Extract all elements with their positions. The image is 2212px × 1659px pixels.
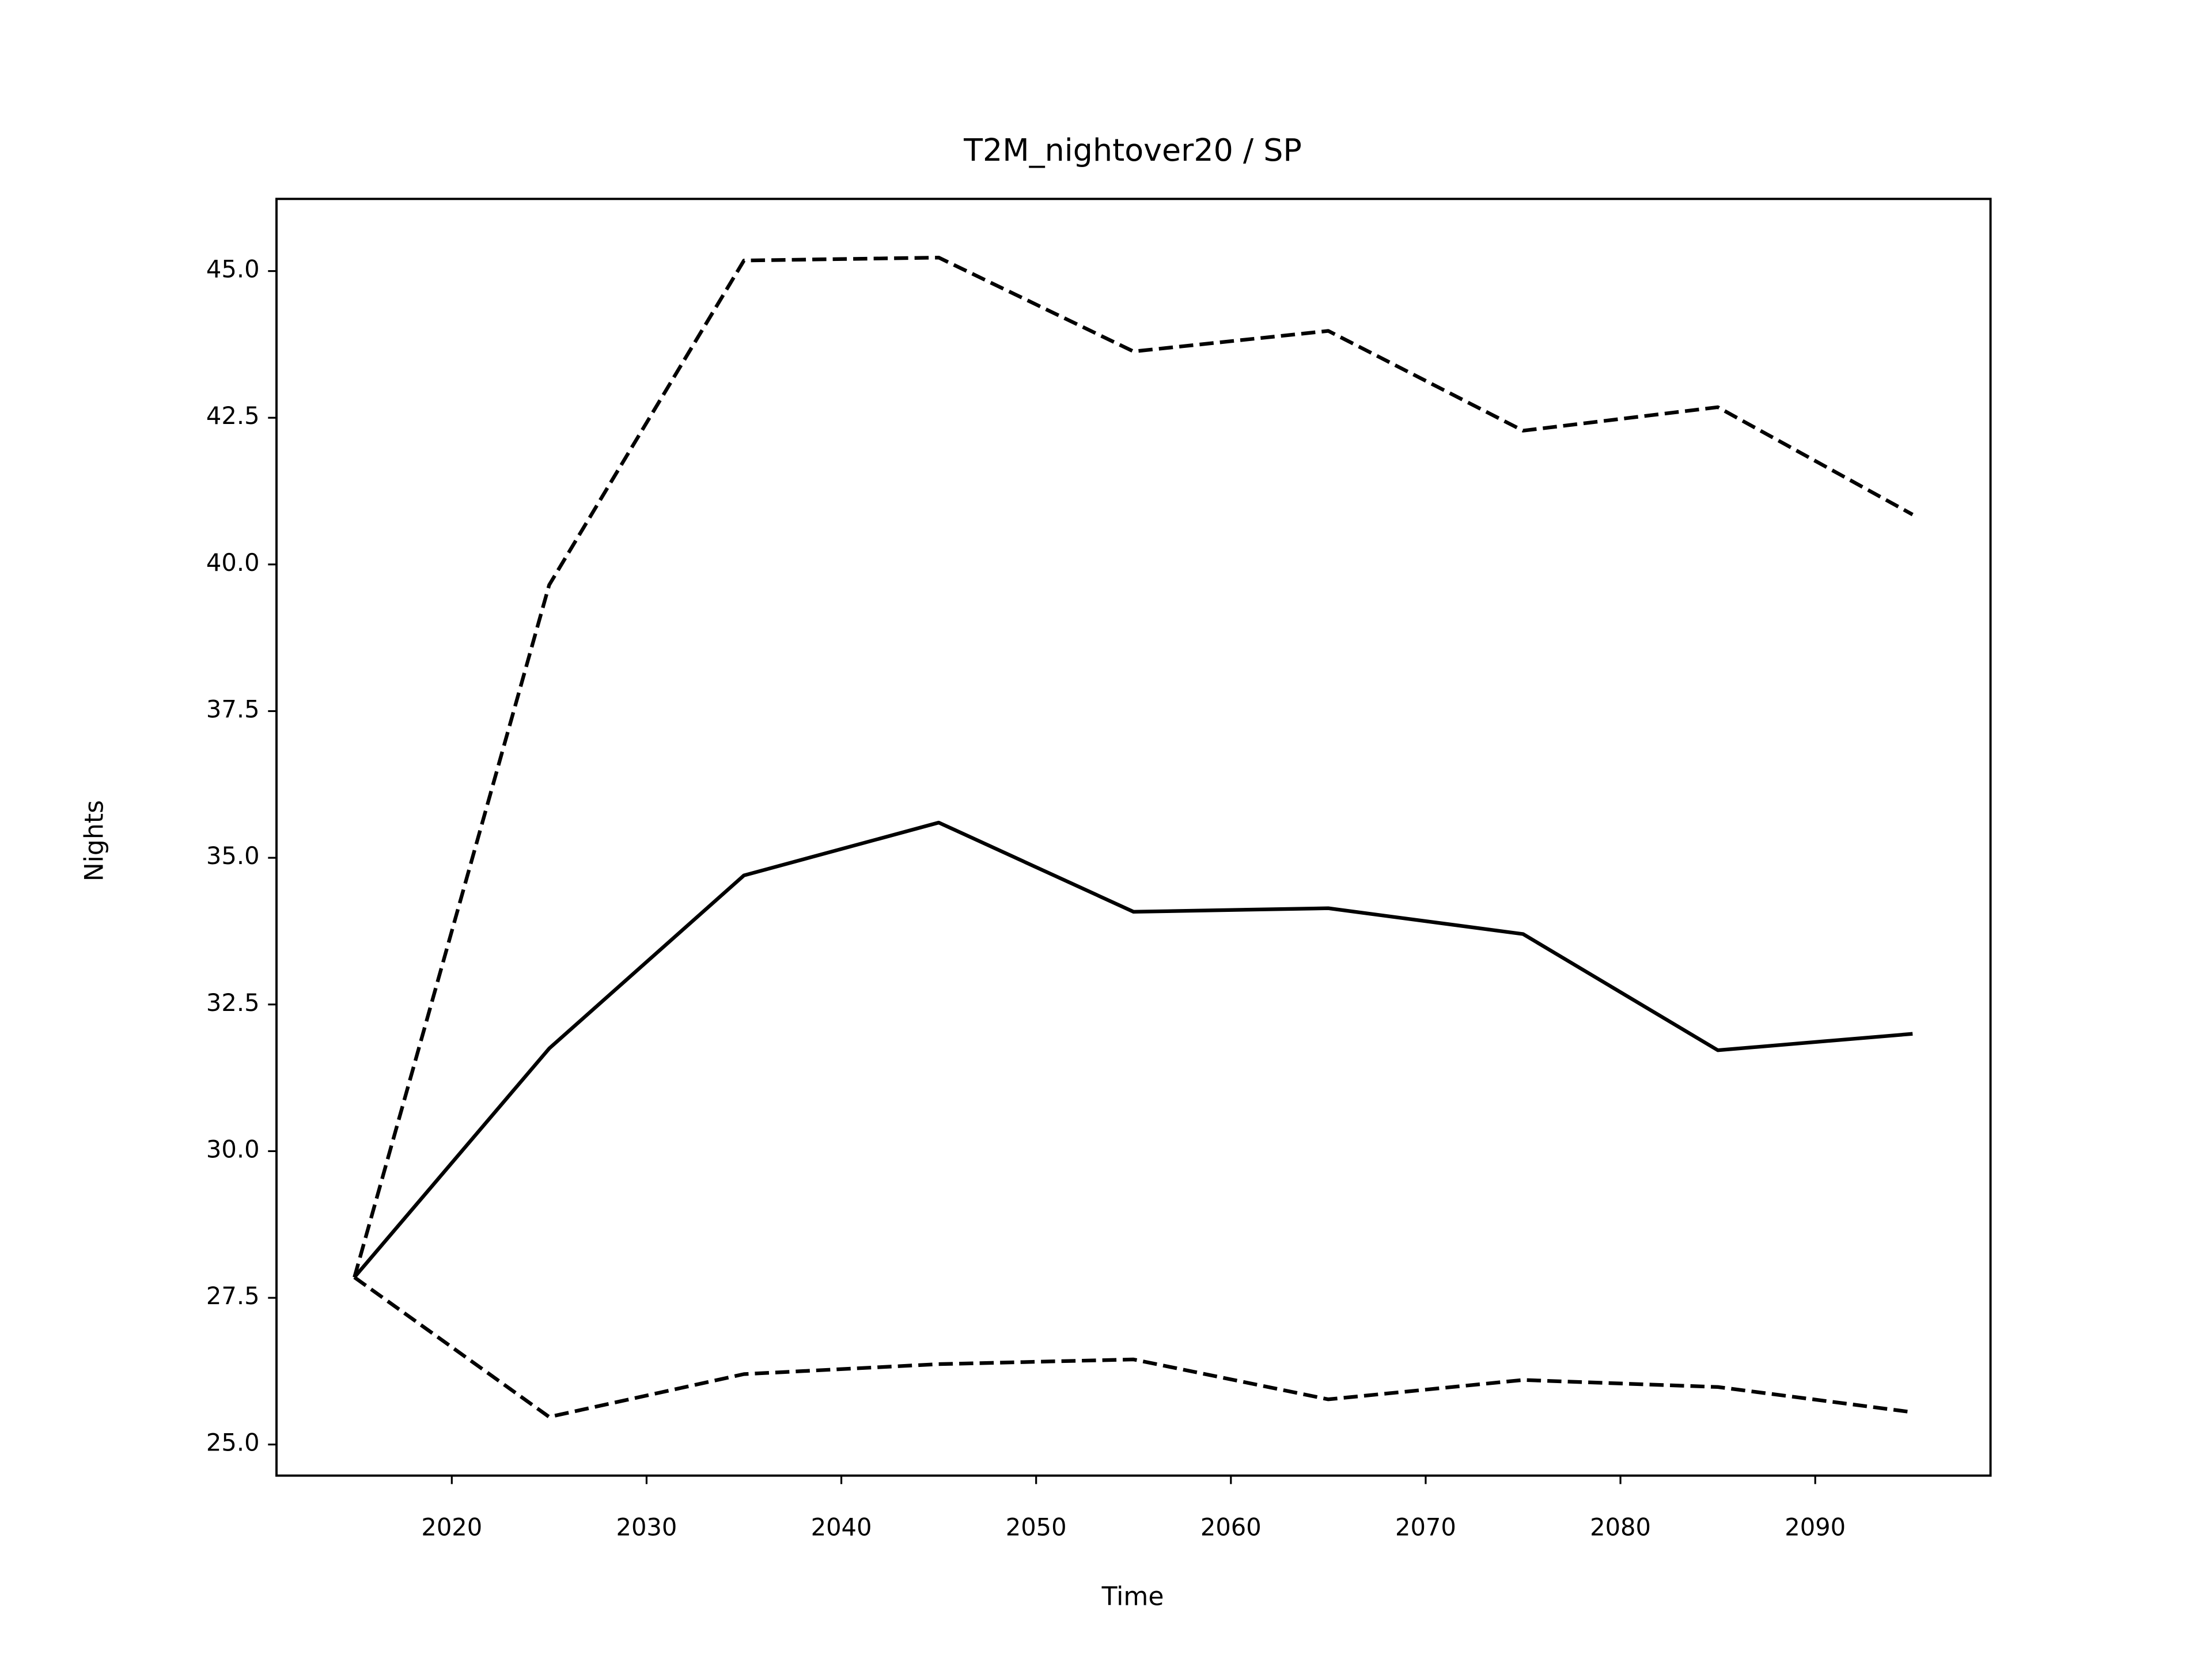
x-tick-label: 2060 bbox=[1200, 1513, 1262, 1541]
x-tick-label: 2090 bbox=[1785, 1513, 1846, 1541]
y-tick-label: 40.0 bbox=[206, 548, 260, 577]
y-tick-label: 27.5 bbox=[206, 1282, 260, 1310]
x-axis-label: Time bbox=[1101, 1582, 1164, 1612]
chart-title: T2M_nightover20 / SP bbox=[963, 132, 1302, 168]
y-tick-label: 25.0 bbox=[206, 1429, 260, 1457]
plot-frame bbox=[275, 198, 1992, 1477]
x-tick-label: 2020 bbox=[421, 1513, 482, 1541]
series-line bbox=[353, 820, 1913, 1279]
y-tick-label: 45.0 bbox=[206, 255, 260, 283]
y-tick-label: 30.0 bbox=[206, 1135, 260, 1163]
y-tick-label: 32.5 bbox=[206, 988, 260, 1017]
series-line bbox=[353, 1275, 1913, 1419]
y-tick-label: 42.5 bbox=[206, 402, 260, 430]
x-tick-label: 2070 bbox=[1395, 1513, 1456, 1541]
y-tick-label: 37.5 bbox=[206, 695, 260, 723]
x-tick-label: 2030 bbox=[616, 1513, 677, 1541]
y-tick-label: 35.0 bbox=[206, 842, 260, 870]
x-tick-label: 2050 bbox=[1006, 1513, 1067, 1541]
y-axis-label: Nights bbox=[80, 800, 109, 881]
series-line bbox=[353, 255, 1914, 1278]
x-tick-label: 2080 bbox=[1590, 1513, 1651, 1541]
x-tick-label: 2040 bbox=[811, 1513, 872, 1541]
